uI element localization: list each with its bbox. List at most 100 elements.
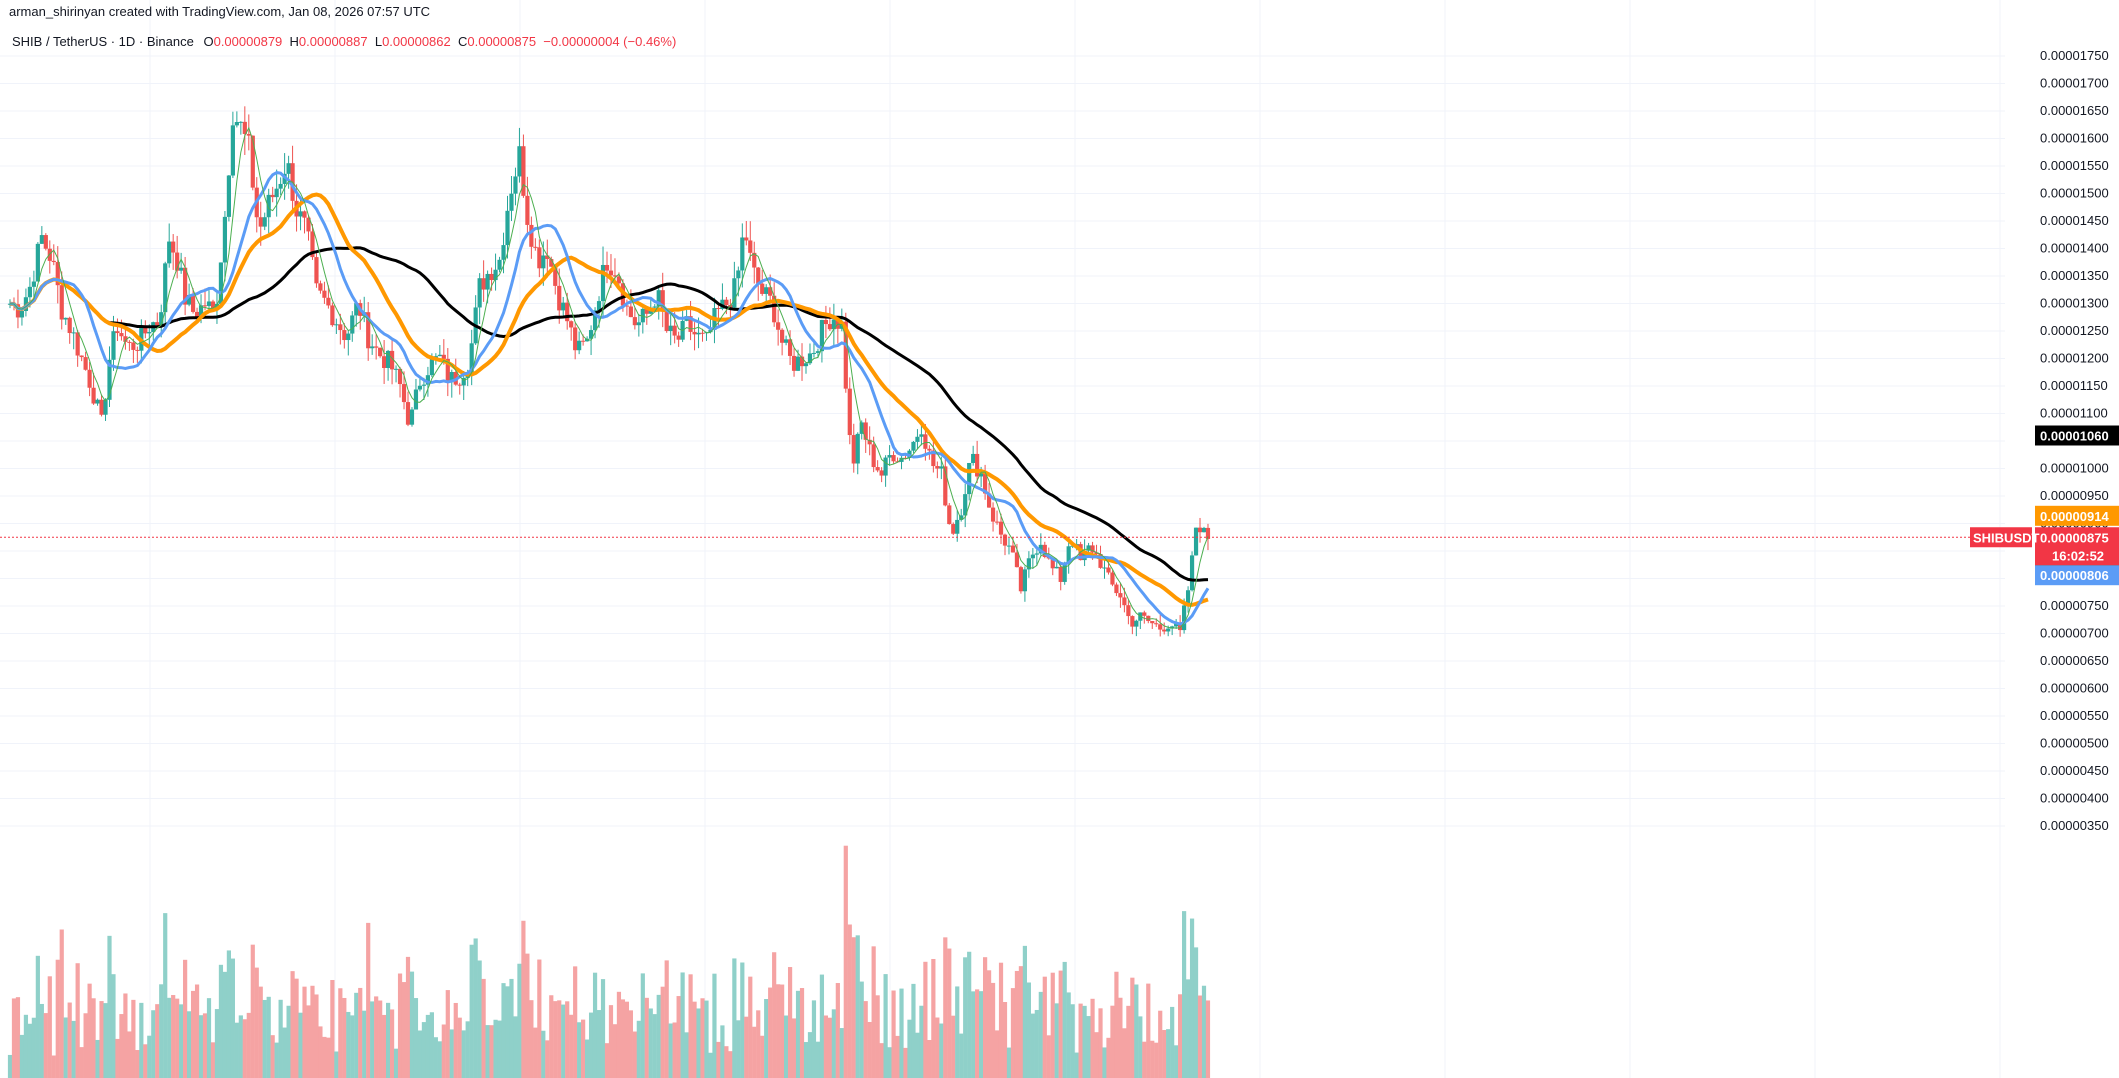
candle-body <box>851 435 856 464</box>
candle-body <box>270 194 275 198</box>
ma200-line <box>9 246 1209 582</box>
candle-body <box>103 399 108 415</box>
candle-body <box>449 372 454 383</box>
candle-body <box>943 466 948 506</box>
volume-bar <box>55 959 60 1078</box>
candle-body <box>787 339 793 356</box>
volume-bar <box>318 1026 323 1078</box>
volume-bar <box>417 1030 423 1078</box>
candle-body <box>811 352 817 354</box>
last-price-text: 0.00000875 <box>2040 530 2109 545</box>
volume-bar <box>214 1009 220 1078</box>
candle-body <box>175 252 180 271</box>
candle-body <box>421 384 427 386</box>
volume-bar <box>533 1027 538 1078</box>
volume-bar <box>768 987 773 1078</box>
ma200-tag <box>2035 425 2119 446</box>
candle-body <box>1102 567 1107 569</box>
volume-bar <box>115 1038 120 1078</box>
ma50-line <box>9 171 1210 626</box>
volume-bar <box>600 979 606 1078</box>
volume-bar <box>1006 1047 1012 1078</box>
candle-body <box>202 305 208 307</box>
volume-bar <box>935 1017 940 1078</box>
volume-bar <box>1102 1047 1107 1078</box>
candle-body <box>1050 558 1055 569</box>
candle-body <box>457 384 462 386</box>
volume-bar <box>441 1024 446 1078</box>
candle-body <box>636 322 641 326</box>
candle-body <box>226 175 231 217</box>
volume-bar <box>1158 1010 1163 1078</box>
volume-bar <box>756 1010 761 1078</box>
volume-bar <box>159 984 164 1078</box>
ma100-tag-text: 0.00000914 <box>2040 509 2109 524</box>
candle-body <box>334 324 339 326</box>
volume-bar <box>545 1040 550 1078</box>
candle-body <box>167 241 172 264</box>
candle-body <box>509 193 514 211</box>
candle-body <box>1162 629 1167 632</box>
candle-body <box>378 347 383 357</box>
candle-body <box>660 290 665 312</box>
volume-bar <box>907 1019 912 1078</box>
volume-bar <box>640 973 645 1078</box>
volume-bar <box>648 1008 653 1078</box>
price-tags: 0.000010600.000009140.000008090.00000806… <box>1970 425 2119 586</box>
candle-body <box>1098 554 1103 568</box>
countdown-text: 16:02:52 <box>2052 548 2104 563</box>
open-value: 0.00000879 <box>213 34 283 49</box>
volume-bar <box>708 1052 713 1078</box>
candle-body <box>612 275 618 277</box>
candle-body <box>1185 590 1191 606</box>
ma100-line <box>9 192 1209 607</box>
symbol-label[interactable]: SHIB / TetherUS · 1D · Binance <box>12 34 194 49</box>
volume-bar <box>943 937 948 1078</box>
price-tick-label: 0.00000450 <box>2040 763 2109 778</box>
volume-bar <box>632 1031 637 1078</box>
volume-bar <box>1098 1008 1103 1078</box>
volume-bar <box>919 1005 924 1078</box>
volume-bar <box>656 994 661 1078</box>
candle-body <box>346 333 351 341</box>
candle-body <box>959 515 964 520</box>
candle-body <box>1126 605 1131 617</box>
price-tick-label: 0.00000400 <box>2040 791 2109 806</box>
volume-bar <box>127 1031 132 1078</box>
candle-body <box>79 355 84 358</box>
volume-bar <box>951 1015 956 1078</box>
price-tick-label: 0.00001650 <box>2040 103 2109 118</box>
candle-body <box>592 310 598 331</box>
price-tick-label: 0.00001150 <box>2040 378 2108 393</box>
volume-bar <box>513 1016 518 1078</box>
volume-bar <box>728 1051 733 1078</box>
volume-bar <box>51 1055 56 1078</box>
candle-body <box>1178 623 1183 631</box>
volume-bar <box>1054 1003 1059 1078</box>
candle-body <box>577 340 582 351</box>
volume-bar <box>676 996 681 1078</box>
candle-body <box>95 399 100 404</box>
volume-bar <box>1038 991 1043 1078</box>
candle-body <box>899 457 904 462</box>
candle-body <box>616 276 622 284</box>
candle-body <box>163 263 168 313</box>
candle-body <box>469 343 474 373</box>
candle-body <box>194 311 200 319</box>
candle-body <box>561 302 566 311</box>
volume-bar <box>489 1025 494 1078</box>
candle-body <box>863 422 868 440</box>
candle-body <box>210 301 216 309</box>
candle-body <box>461 377 466 386</box>
volume-bar <box>1010 988 1016 1078</box>
candle-body <box>71 332 76 334</box>
candle-body <box>425 375 430 385</box>
candle-body <box>632 317 637 326</box>
volume-bar <box>71 1020 76 1078</box>
volume-bar <box>59 929 64 1078</box>
volume-bar <box>537 959 542 1078</box>
candle-body <box>441 354 446 359</box>
candle-body <box>386 350 391 368</box>
volume-bar <box>847 924 852 1078</box>
